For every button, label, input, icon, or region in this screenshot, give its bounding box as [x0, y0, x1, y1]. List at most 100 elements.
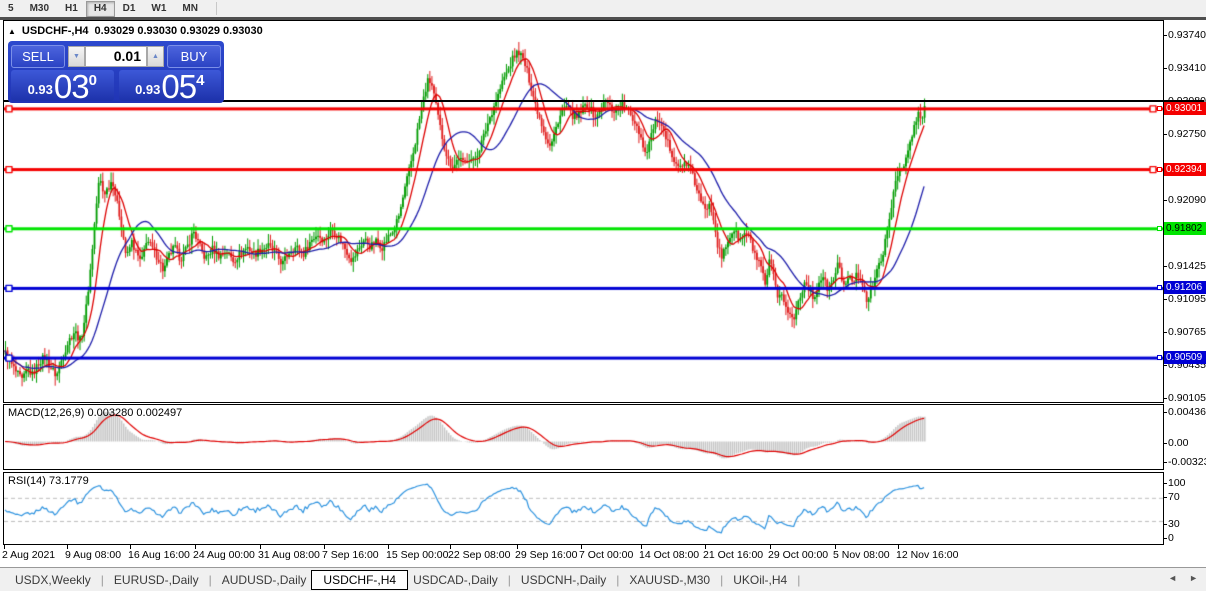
price-tick-0.93740: 0.93740 — [1168, 29, 1206, 41]
price-tick-0.93410-dash — [1163, 68, 1167, 69]
hline-marker-0.90509 — [1157, 355, 1162, 360]
macd-tick-0.00: 0.00 — [1168, 437, 1189, 449]
time-tick — [67, 545, 68, 549]
tab-usdcnh-daily[interactable]: USDCNH-,Daily — [520, 572, 607, 587]
macd-tick--0.00323-dash — [1163, 462, 1167, 463]
rsi-tick-0: 0 — [1168, 532, 1174, 544]
tab-separator: | — [208, 572, 212, 587]
buy-button[interactable]: BUY — [167, 44, 221, 68]
tab-separator: | — [797, 572, 801, 587]
time-label-24-Aug-00-00: 24 Aug 00:00 — [193, 549, 255, 561]
tab-usdx-weekly[interactable]: USDX,Weekly — [15, 572, 91, 587]
tab-separator: | — [616, 572, 620, 587]
timeframe-button-H1[interactable]: H1 — [65, 2, 78, 14]
quote-header: ▲ USDCHF-,H4 0.93029 0.93030 0.93029 0.9… — [8, 25, 263, 37]
timeframe-button-5[interactable]: 5 — [8, 2, 14, 14]
time-label-7-Oct-00-00: 7 Oct 00:00 — [579, 549, 634, 561]
sell-price-display[interactable]: 0.93 03 0 — [11, 70, 114, 101]
buy-price-small: 0.93 — [135, 82, 161, 97]
hline-marker-0.93001 — [1157, 106, 1162, 111]
time-tick — [324, 545, 325, 549]
rsi-tick-70-dash — [1163, 497, 1167, 498]
time-label-9-Aug-08-00: 9 Aug 08:00 — [65, 549, 122, 561]
lot-increase-button[interactable]: ▲ — [147, 45, 164, 67]
symbol-title: USDCHF-,H4 — [21, 25, 89, 37]
time-tick — [898, 545, 899, 549]
hline-label-0.93001: 0.93001 — [1164, 102, 1206, 115]
price-tick-0.92750: 0.92750 — [1168, 128, 1206, 140]
lot-size-input[interactable]: 0.01 — [85, 45, 147, 67]
rsi-tick-70: 70 — [1168, 491, 1180, 503]
tab-scroll-arrows: ◄ ► — [1168, 573, 1198, 583]
arrow-up-icon: ▲ — [152, 52, 159, 60]
price-tick-0.91095: 0.91095 — [1168, 293, 1206, 305]
macd-tick-0.00-dash — [1163, 443, 1167, 444]
rsi-tick-100: 100 — [1168, 477, 1186, 489]
tab-scroll-left-icon[interactable]: ◄ — [1168, 573, 1178, 583]
macd-label: MACD(12,26,9) 0.003280 0.002497 — [8, 407, 183, 419]
time-label-5-Nov-08-00: 5 Nov 08:00 — [833, 549, 890, 561]
hline-label-0.91802: 0.91802 — [1164, 222, 1206, 235]
collapse-icon[interactable]: ▲ — [8, 26, 16, 36]
ohlc-quotes: 0.93029 0.93030 0.93029 0.93030 — [94, 25, 263, 37]
price-tick-0.90765: 0.90765 — [1168, 326, 1206, 338]
price-tick-0.90435-dash — [1163, 365, 1167, 366]
price-tick-0.90105: 0.90105 — [1168, 392, 1206, 404]
price-tick-0.92750-dash — [1163, 134, 1167, 135]
hline-marker-0.91206 — [1157, 285, 1162, 290]
timeframe-button-H4[interactable]: H4 — [85, 0, 115, 17]
rsi-tick-100-dash — [1163, 483, 1167, 484]
timeframe-button-D1[interactable]: D1 — [122, 2, 136, 14]
price-tick-0.91095-dash — [1163, 299, 1167, 300]
tab-usdchf-h4[interactable]: USDCHF-,H4 — [311, 569, 409, 590]
time-label-29-Oct-00-00: 29 Oct 00:00 — [768, 549, 829, 561]
time-tick — [641, 545, 642, 549]
timeframe-toolbar: 5 M30 H1 H4 D1 W1 MN — [0, 0, 1206, 17]
time-label-16-Aug-16-00: 16 Aug 16:00 — [128, 549, 190, 561]
tab-xauusd-m30[interactable]: XAUUSD-,M30 — [629, 572, 711, 587]
rsi-tick-30-dash — [1163, 524, 1167, 525]
tab-ukoil-h4[interactable]: UKOil-,H4 — [733, 572, 788, 587]
time-tick — [130, 545, 131, 549]
tab-scroll-right-icon[interactable]: ► — [1189, 573, 1198, 583]
sell-price-small: 0.93 — [27, 82, 53, 97]
macd-canvas[interactable] — [4, 405, 1163, 469]
sell-price-big: 03 — [53, 70, 90, 101]
toolbar-separator — [215, 2, 217, 15]
timeframe-button-W1[interactable]: W1 — [151, 2, 167, 14]
time-tick — [770, 545, 771, 549]
buy-price-sup: 4 — [196, 72, 205, 89]
macd-tick-0.00436-dash — [1163, 412, 1167, 413]
tab-usdcad-daily[interactable]: USDCAD-,Daily — [413, 572, 498, 587]
tab-eurusd-daily[interactable]: EURUSD-,Daily — [113, 572, 199, 587]
hline-marker-0.91802 — [1157, 226, 1162, 231]
sell-button[interactable]: SELL — [11, 44, 65, 68]
time-label-14-Oct-08-00: 14 Oct 08:00 — [639, 549, 700, 561]
tab-audusd-daily[interactable]: AUDUSD-,Daily — [221, 572, 307, 587]
sell-price-sup: 0 — [88, 72, 97, 89]
timeframe-button-MN[interactable]: MN — [182, 2, 198, 14]
price-tick-0.92090: 0.92090 — [1168, 194, 1206, 206]
price-tick-0.91425: 0.91425 — [1168, 260, 1206, 272]
time-label-22-Sep-08-00: 22 Sep 08:00 — [448, 549, 511, 561]
price-tick-0.92090-dash — [1163, 200, 1167, 201]
rsi-canvas[interactable] — [4, 473, 1163, 544]
time-tick — [705, 545, 706, 549]
price-tick-0.90765-dash — [1163, 332, 1167, 333]
price-tick-0.91425-dash — [1163, 266, 1167, 267]
lot-decrease-button[interactable]: ▼ — [68, 45, 85, 67]
time-label-12-Nov-16-00: 12 Nov 16:00 — [896, 549, 959, 561]
price-tick-0.90105-dash — [1163, 398, 1167, 399]
hline-label-0.92394: 0.92394 — [1164, 163, 1206, 176]
timeframe-button-M30[interactable]: M30 — [29, 2, 50, 14]
tab-separator: | — [507, 572, 511, 587]
time-label-2-Aug-2021: 2 Aug 2021 — [2, 549, 56, 561]
time-label-29-Sep-16-00: 29 Sep 16:00 — [515, 549, 578, 561]
tab-separator: | — [720, 572, 724, 587]
time-tick — [835, 545, 836, 549]
symbol-tab-bar: USDX,Weekly | EURUSD-,Daily | AUDUSD-,Daily U… — [0, 567, 1206, 591]
time-tick — [517, 545, 518, 549]
price-tick-0.93740-dash — [1163, 35, 1167, 36]
buy-price-display[interactable]: 0.93 05 4 — [118, 70, 221, 101]
time-tick — [195, 545, 196, 549]
